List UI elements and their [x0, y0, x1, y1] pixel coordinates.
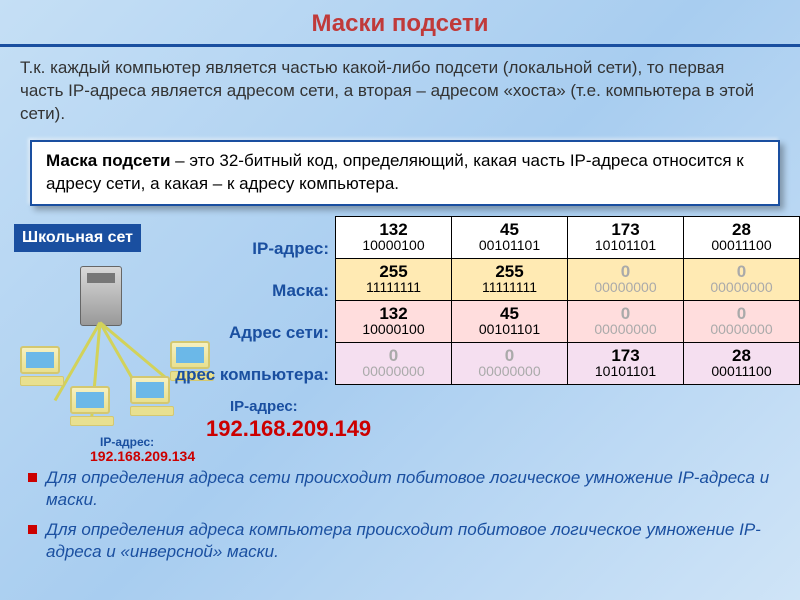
- cell-dec: 28: [684, 221, 799, 238]
- table-row: 13210000100 4500101101 000000000 0000000…: [336, 300, 800, 342]
- cell-dec: 0: [684, 305, 799, 322]
- definition-box: Маска подсети – это 32-битный код, опред…: [30, 140, 780, 206]
- cell-dec: 0: [568, 305, 683, 322]
- cell-bin: 11111111: [452, 280, 567, 295]
- cell-dec: 28: [684, 347, 799, 364]
- cell-dec: 0: [684, 263, 799, 280]
- cell-bin: 00101101: [452, 322, 567, 337]
- cell-dec: 0: [568, 263, 683, 280]
- cell-dec: 0: [452, 347, 567, 364]
- cell-dec: 132: [336, 221, 451, 238]
- server-icon: [80, 266, 122, 326]
- cell-bin: 00000000: [684, 322, 799, 337]
- bullet-item: Для определения адреса компьютера происх…: [28, 519, 780, 563]
- cell-bin: 00000000: [684, 280, 799, 295]
- table-row: 000000000 000000000 17310101101 28000111…: [336, 342, 800, 384]
- table-row: 25511111111 25511111111 000000000 000000…: [336, 258, 800, 300]
- cell-bin: 10000100: [336, 238, 451, 253]
- cell-bin: 10101101: [568, 238, 683, 253]
- cell-dec: 132: [336, 305, 451, 322]
- cell-bin: 00000000: [336, 364, 451, 379]
- definition-term: Маска подсети: [46, 151, 170, 170]
- mid-area: Школьная сет IP-адрес: Маска: Адрес сети…: [0, 216, 800, 461]
- label-host: дрес компьютера:: [160, 354, 335, 396]
- cell-dec: 173: [568, 221, 683, 238]
- cell-bin: 00011100: [684, 238, 799, 253]
- label-ip: IP-адрес:: [160, 228, 335, 270]
- bullet-list: Для определения адреса сети происходит п…: [28, 467, 780, 563]
- cell-bin: 00101101: [452, 238, 567, 253]
- cell-bin: 00000000: [568, 322, 683, 337]
- bullet-item: Для определения адреса сети происходит п…: [28, 467, 780, 511]
- cell-dec: 255: [336, 263, 451, 280]
- cell-dec: 255: [452, 263, 567, 280]
- cell-dec: 45: [452, 305, 567, 322]
- pc-icon: [20, 346, 62, 388]
- label-net: Адрес сети:: [160, 312, 335, 354]
- page-title: Маски подсети: [0, 0, 800, 44]
- row-labels: IP-адрес: Маска: Адрес сети: дрес компью…: [160, 228, 335, 396]
- intro-text: Т.к. каждый компьютер является частью ка…: [0, 47, 800, 136]
- cell-dec: 173: [568, 347, 683, 364]
- label-mask: Маска:: [160, 270, 335, 312]
- ip-small-label: IP-адрес:: [100, 435, 154, 449]
- ip-small-value: 192.168.209.134: [90, 448, 195, 464]
- table-row: 13210000100 4500101101 17310101101 28000…: [336, 216, 800, 258]
- cell-bin: 00011100: [684, 364, 799, 379]
- cell-bin: 00000000: [452, 364, 567, 379]
- cell-dec: 0: [336, 347, 451, 364]
- cell-bin: 11111111: [336, 280, 451, 295]
- cell-bin: 00000000: [568, 280, 683, 295]
- ip-big-label: IP-адрес:: [230, 398, 298, 415]
- cell-bin: 10000100: [336, 322, 451, 337]
- ip-big-value: 192.168.209.149: [206, 416, 371, 442]
- cell-bin: 10101101: [568, 364, 683, 379]
- ip-mask-table: 13210000100 4500101101 17310101101 28000…: [335, 216, 800, 385]
- cell-dec: 45: [452, 221, 567, 238]
- pc-icon: [70, 386, 112, 428]
- school-network-label: Школьная сет: [14, 224, 141, 252]
